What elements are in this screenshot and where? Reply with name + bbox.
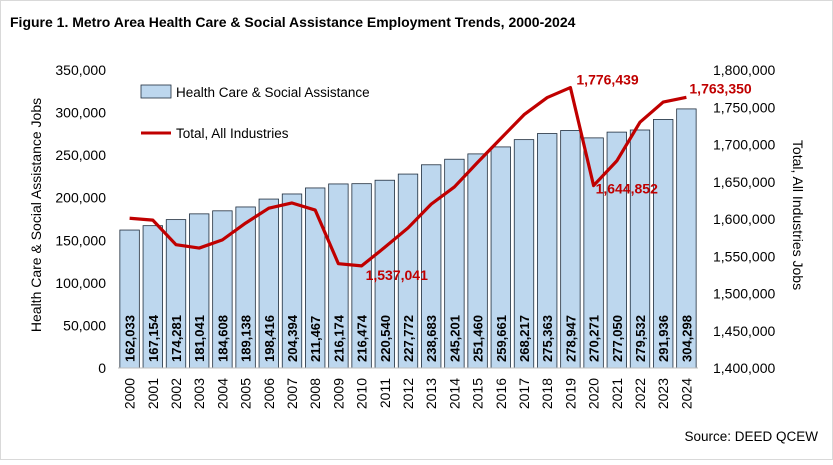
right-tick-label: 1,650,000 bbox=[713, 174, 775, 190]
left-tick-label: 350,000 bbox=[55, 62, 106, 78]
chart-title: Figure 1. Metro Area Health Care & Socia… bbox=[10, 14, 576, 30]
x-tick-label: 2008 bbox=[307, 378, 323, 409]
bar-data-label: 279,532 bbox=[633, 315, 648, 362]
bar-data-label: 189,138 bbox=[239, 315, 254, 362]
bar-data-label: 216,474 bbox=[355, 314, 370, 362]
x-tick-label: 2024 bbox=[678, 378, 694, 409]
bar-data-label: 204,394 bbox=[285, 314, 300, 362]
x-tick-label: 2019 bbox=[562, 378, 578, 409]
left-tick-label: 0 bbox=[98, 360, 106, 376]
bar-data-label: 291,936 bbox=[656, 315, 671, 362]
bar-data-label: 227,772 bbox=[401, 315, 416, 362]
bar-data-label: 278,947 bbox=[563, 315, 578, 362]
x-tick-label: 2006 bbox=[261, 378, 277, 409]
x-tick-label: 2021 bbox=[609, 378, 625, 409]
left-tick-label: 200,000 bbox=[55, 190, 106, 206]
x-tick-label: 2018 bbox=[539, 378, 555, 409]
bar-data-label: 268,217 bbox=[517, 315, 532, 362]
bar-data-label: 277,050 bbox=[610, 315, 625, 362]
right-tick-label: 1,450,000 bbox=[713, 323, 775, 339]
bar-data-label: 174,281 bbox=[169, 315, 184, 362]
bar-data-label: 238,683 bbox=[424, 315, 439, 362]
line-annotation-label: 1,763,350 bbox=[689, 80, 751, 96]
x-tick-label: 2005 bbox=[238, 378, 254, 409]
bar-data-label: 220,540 bbox=[378, 315, 393, 362]
source-note: Source: DEED QCEW bbox=[684, 429, 818, 444]
x-tick-label: 2004 bbox=[214, 378, 230, 409]
right-tick-label: 1,700,000 bbox=[713, 137, 775, 153]
bar-data-label: 304,298 bbox=[679, 315, 694, 362]
line-annotation-label: 1,776,439 bbox=[576, 72, 638, 88]
bar-data-label: 181,041 bbox=[192, 315, 207, 362]
right-tick-label: 1,750,000 bbox=[713, 99, 775, 115]
x-tick-label: 2000 bbox=[122, 378, 138, 409]
line-series bbox=[129, 85, 687, 268]
bar-data-label: 259,661 bbox=[494, 315, 509, 362]
bar-data-label: 198,416 bbox=[262, 315, 277, 362]
x-tick-label: 2017 bbox=[516, 378, 532, 409]
x-tick-label: 2015 bbox=[470, 378, 486, 409]
bar-data-label: 251,460 bbox=[471, 315, 486, 362]
left-tick-label: 50,000 bbox=[63, 317, 106, 333]
bar-data-labels: 162,033 167,154 174,281 181,041 184,608 189,1… bbox=[123, 314, 695, 362]
line-annotation-label: 1,537,041 bbox=[366, 267, 428, 283]
x-tick-label: 2012 bbox=[400, 378, 416, 409]
right-tick-label: 1,500,000 bbox=[713, 286, 775, 302]
left-tick-label: 250,000 bbox=[55, 147, 106, 163]
bar-data-label: 270,271 bbox=[587, 315, 602, 362]
right-tick-label: 1,400,000 bbox=[713, 360, 775, 376]
x-tick-label: 2013 bbox=[423, 378, 439, 409]
legend-line-label: Total, All Industries bbox=[176, 126, 289, 141]
x-tick-label: 2023 bbox=[655, 378, 671, 409]
bar-data-label: 184,608 bbox=[215, 315, 230, 362]
legend: Health Care & Social Assistance Total, A… bbox=[140, 84, 370, 141]
bar-data-label: 275,363 bbox=[540, 315, 555, 362]
left-tick-label: 300,000 bbox=[55, 105, 106, 121]
bar-data-label: 167,154 bbox=[146, 314, 161, 362]
x-tick-label: 2020 bbox=[586, 378, 602, 409]
bar-data-label: 162,033 bbox=[123, 315, 138, 362]
legend-bar-swatch bbox=[140, 84, 172, 99]
right-axis: 1,400,000 1,450,000 1,500,000 1,550,000 1,60… bbox=[713, 62, 775, 376]
legend-bar-label: Health Care & Social Assistance bbox=[176, 85, 370, 100]
x-tick-label: 2001 bbox=[145, 378, 161, 409]
bar-data-label: 216,174 bbox=[331, 314, 346, 362]
x-tick-label: 2009 bbox=[330, 378, 346, 409]
x-tick-label: 2002 bbox=[168, 378, 184, 409]
bar-data-label: 245,201 bbox=[447, 315, 462, 362]
right-axis-title: Total, All Industries Jobs bbox=[790, 140, 806, 290]
left-tick-label: 150,000 bbox=[55, 232, 106, 248]
x-tick-label: 2022 bbox=[632, 378, 648, 409]
x-tick-label: 2011 bbox=[377, 378, 393, 408]
left-tick-label: 100,000 bbox=[55, 275, 106, 291]
right-tick-label: 1,600,000 bbox=[713, 211, 775, 227]
x-tick-label: 2003 bbox=[191, 378, 207, 409]
line-annotations: 1,537,041 1,776,439 1,644,852 1,763,350 bbox=[366, 72, 752, 283]
x-tick-label: 2016 bbox=[493, 378, 509, 409]
line-total-all-industries bbox=[129, 85, 687, 268]
right-tick-label: 1,550,000 bbox=[713, 248, 775, 264]
right-tick-label: 1,800,000 bbox=[713, 62, 775, 78]
line-annotation-label: 1,644,852 bbox=[596, 181, 658, 197]
left-axis: 0 50,000 100,000 150,000 200,000 250,000 300,0… bbox=[55, 62, 106, 376]
x-axis: 2000 2001 2002 2003 2004 2005 2006 2007 2008 2009… bbox=[122, 378, 695, 409]
left-axis-title: Health Care & Social Assistance Jobs bbox=[28, 98, 44, 332]
x-tick-label: 2014 bbox=[446, 378, 462, 409]
x-tick-label: 2007 bbox=[284, 378, 300, 409]
bar-series bbox=[119, 108, 697, 369]
bar-data-label: 211,467 bbox=[308, 316, 323, 362]
x-tick-label: 2010 bbox=[354, 378, 370, 409]
